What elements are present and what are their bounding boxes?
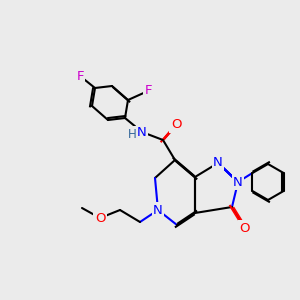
Text: F: F bbox=[144, 85, 152, 98]
Text: H: H bbox=[128, 128, 136, 140]
Text: O: O bbox=[171, 118, 181, 131]
Text: F: F bbox=[76, 70, 84, 83]
Text: N: N bbox=[233, 176, 243, 188]
Text: O: O bbox=[95, 212, 105, 224]
Text: N: N bbox=[213, 157, 223, 169]
Text: O: O bbox=[240, 221, 250, 235]
Text: N: N bbox=[153, 203, 163, 217]
Text: N: N bbox=[137, 125, 147, 139]
